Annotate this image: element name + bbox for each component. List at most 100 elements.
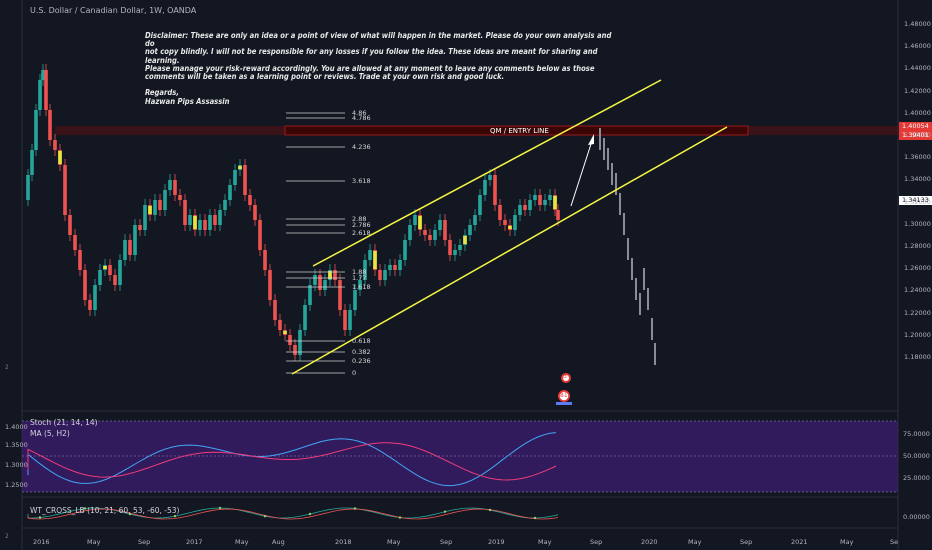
candle-body — [118, 260, 122, 285]
wt-cross-lines — [27, 506, 559, 520]
time-tick: 2016 — [33, 538, 50, 546]
time-tick: Aug — [272, 538, 285, 546]
stoch-label[interactable]: Stoch (21, 14, 14) — [30, 418, 98, 427]
fib-level-label: 0.236 — [352, 357, 371, 365]
price-badge-lower: 1.39401 — [902, 131, 929, 139]
candle-body — [223, 200, 227, 210]
time-tick: Sep — [138, 538, 151, 546]
time-tick: Sep — [590, 538, 603, 546]
ma-label[interactable]: MA (5, H2) — [30, 429, 70, 438]
event-markers[interactable] — [556, 373, 572, 405]
candle-highlight — [103, 266, 107, 269]
candlestick-series — [26, 64, 560, 361]
candle-highlight — [328, 271, 332, 279]
candle-body — [428, 235, 432, 240]
entry-zone-box[interactable] — [284, 125, 749, 136]
candle-body — [83, 270, 87, 300]
candle-body — [448, 240, 452, 255]
candle-highlight — [58, 151, 62, 164]
candle-body — [68, 215, 72, 235]
time-tick: May — [87, 538, 101, 546]
forecast-bar — [611, 163, 613, 185]
stoch-left-tick-0: 1.4000 — [5, 423, 28, 431]
candle-body — [258, 220, 262, 250]
candle-body — [26, 175, 30, 200]
fibonacci-extension[interactable] — [286, 112, 345, 374]
stoch-right-tick-0: 75.0000 — [903, 430, 930, 438]
candle-body — [123, 240, 127, 260]
candle-body — [53, 140, 57, 150]
fib-level-label: 0 — [352, 369, 357, 377]
price-tick: 1.46000 — [904, 42, 931, 51]
candle-body — [128, 240, 132, 255]
candle-body — [93, 285, 97, 310]
candle-body — [543, 200, 547, 205]
candle-body — [473, 215, 477, 225]
candle-body — [218, 210, 222, 225]
channel-upper-line[interactable] — [312, 79, 662, 267]
forecast-bar — [627, 238, 629, 260]
candle-body — [433, 230, 437, 240]
candle-body — [313, 275, 317, 285]
price-tick: 1.22000 — [904, 308, 931, 317]
fib-level-label: 1.618 — [352, 283, 371, 291]
candle-body — [188, 215, 192, 225]
candle-body — [263, 250, 267, 270]
candle-body — [348, 310, 352, 330]
candle-body — [503, 220, 507, 225]
wt-cross-dot — [218, 506, 222, 510]
forecast-bar — [639, 293, 641, 315]
projection-arrow[interactable] — [570, 134, 594, 207]
candle-body — [453, 250, 457, 255]
candle-body — [438, 220, 442, 230]
channel-lower-line[interactable] — [291, 126, 728, 375]
wt-cross-dot — [533, 516, 537, 520]
candle-body — [513, 215, 517, 230]
forecast-bar — [651, 318, 653, 340]
candle-body — [403, 240, 407, 260]
disclaimer-text: Disclaimer: These are only an idea or a … — [145, 31, 612, 106]
candle-body — [243, 165, 247, 195]
candle-body — [38, 80, 42, 110]
fib-level-label: 3.618 — [352, 177, 371, 185]
time-tick: 2017 — [186, 538, 203, 546]
wt-cross-dot — [263, 515, 267, 518]
candle-body — [443, 220, 447, 240]
candle-body — [44, 70, 48, 110]
fib-level-label: 1.88 — [352, 268, 367, 276]
candle-body — [548, 195, 552, 200]
candle-body — [113, 275, 117, 285]
candle-body — [133, 225, 137, 255]
symbol-title: U.S. Dollar / Canadian Dollar, 1W, OANDA — [30, 6, 197, 15]
time-tick: May — [688, 538, 702, 546]
candle-body — [213, 215, 217, 225]
candle-body — [98, 270, 102, 285]
candle-body — [408, 225, 412, 240]
price-tick: 1.20000 — [904, 330, 931, 339]
time-tick: Se — [890, 538, 899, 546]
forecast-bar — [615, 173, 617, 195]
price-tick: 1.26000 — [904, 264, 931, 273]
price-badge-current: 1.34133 — [902, 196, 929, 204]
candle-body — [73, 235, 77, 250]
candle-highlight — [238, 166, 242, 169]
time-tick: 2019 — [488, 538, 505, 546]
candle-body — [383, 270, 387, 280]
time-tick: May — [387, 538, 401, 546]
candle-body — [158, 200, 162, 210]
wt-cross-dot — [443, 510, 447, 513]
candle-highlight — [373, 251, 377, 269]
forecast-bar — [631, 258, 633, 280]
wt-cross-label[interactable]: WT_CROSS_LB (10, 21, 60, 53, -60, -53) — [30, 506, 180, 515]
candle-body — [233, 170, 237, 185]
wt-cross-dot — [488, 508, 492, 512]
candle-body — [518, 205, 522, 215]
time-tick: Sep — [740, 538, 753, 546]
wt-cross-dot — [398, 516, 402, 519]
time-tick: 2021 — [791, 538, 808, 546]
candle-body — [488, 175, 492, 180]
price-tick: 1.36000 — [904, 153, 931, 162]
candle-body — [533, 195, 537, 200]
side-number-top: 2 — [5, 364, 9, 371]
